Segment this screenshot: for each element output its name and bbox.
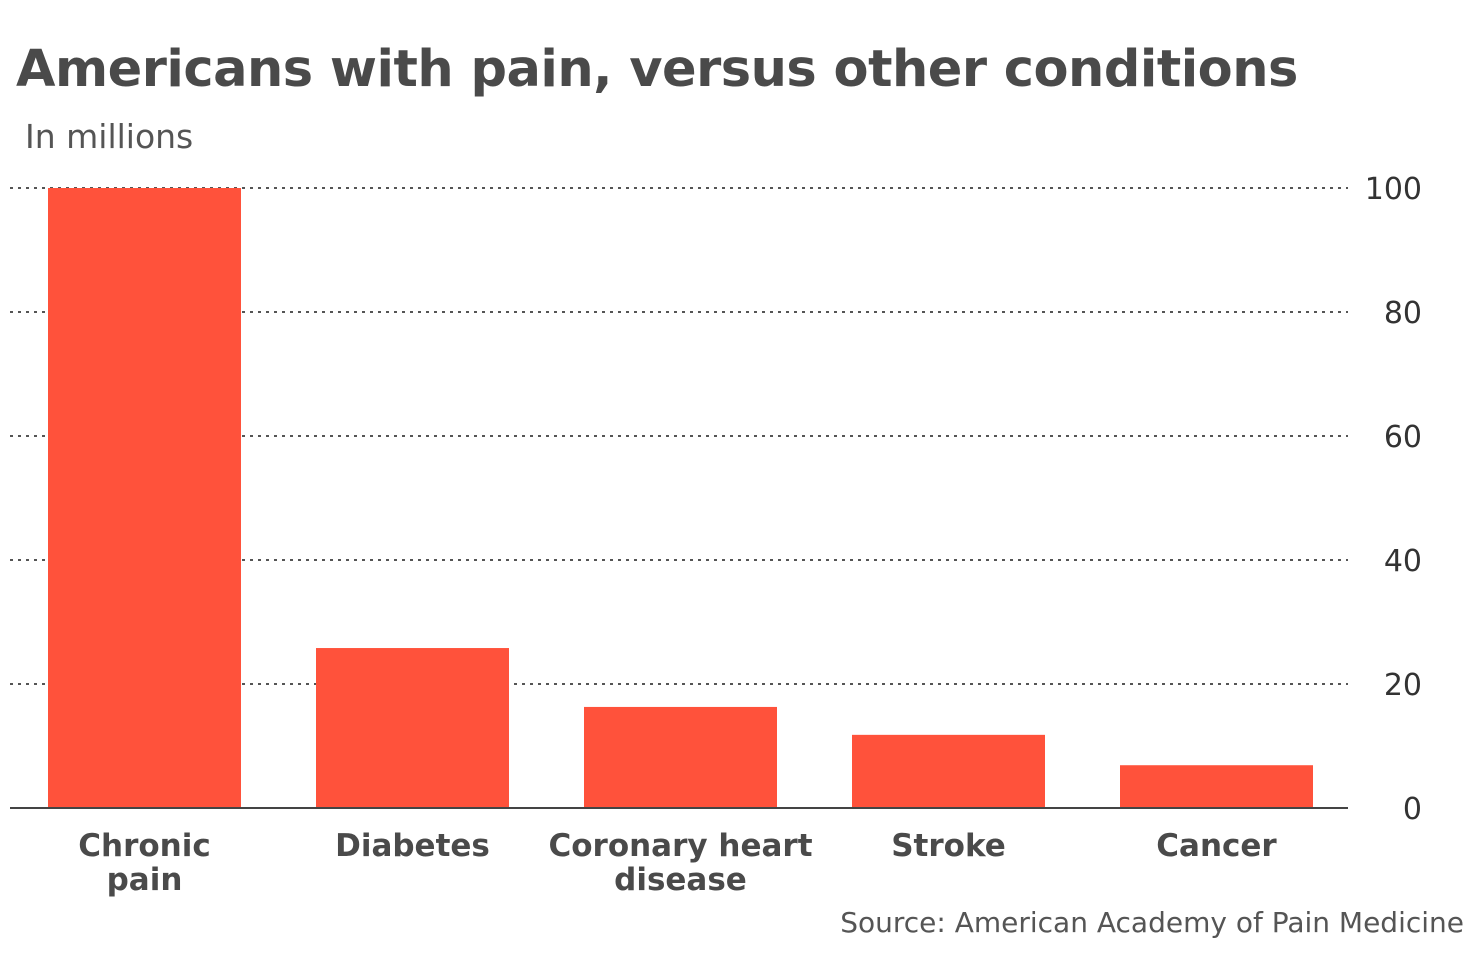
- bar-3: [852, 734, 1045, 808]
- category-label-4: Cancer: [1156, 828, 1277, 864]
- category-label-1: Diabetes: [335, 828, 490, 864]
- y-axis-ticks: 0 20 40 60 80 100: [1365, 172, 1422, 827]
- source-note: Source: American Academy of Pain Medicin…: [840, 906, 1464, 939]
- category-label-0: Chronic pain: [78, 828, 210, 898]
- bars: [48, 188, 1313, 808]
- category-label-2: Coronary heart disease: [548, 828, 812, 898]
- category-labels: Chronic pain Diabetes Coronary heart disease…: [78, 828, 1277, 898]
- y-tick-label-80: 80: [1384, 296, 1422, 331]
- y-tick-label-40: 40: [1384, 544, 1422, 579]
- bar-0: [48, 188, 241, 808]
- gridlines: [10, 187, 1348, 685]
- bar-1: [316, 648, 509, 808]
- y-tick-label-20: 20: [1384, 668, 1422, 703]
- y-tick-label-100: 100: [1365, 172, 1422, 207]
- bar-4: [1120, 765, 1313, 808]
- chart-title: Americans with pain, versus other condit…: [16, 40, 1298, 99]
- bar-2: [584, 706, 777, 808]
- chart-subtitle: In millions: [25, 117, 194, 156]
- y-tick-label-60: 60: [1384, 420, 1422, 455]
- category-label-3: Stroke: [891, 828, 1006, 864]
- y-tick-label-0: 0: [1403, 792, 1422, 827]
